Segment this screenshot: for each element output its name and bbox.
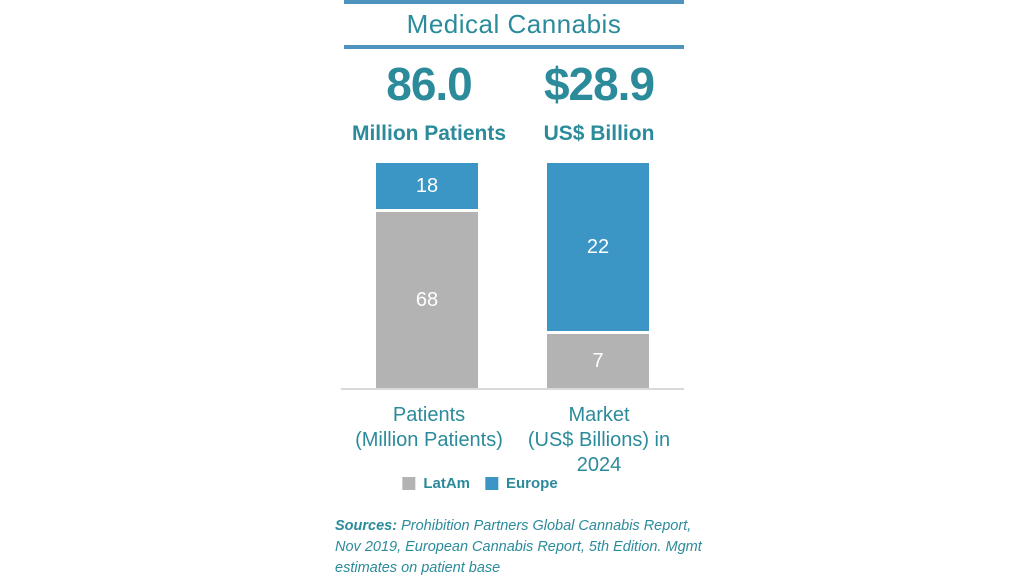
legend-label-europe: Europe <box>505 475 558 492</box>
stacked-bar: 22 7 <box>547 163 649 388</box>
latam-segment: 7 <box>547 334 649 388</box>
headline-stats: 86.0 Million Patients $28.9 US$ Billion <box>344 58 684 146</box>
latam-segment-value: 7 <box>592 349 604 372</box>
market-stat-value: $28.9 <box>543 58 655 110</box>
europe-segment: 18 <box>376 163 478 209</box>
legend-label-latam: LatAm <box>423 475 470 492</box>
sources-note: Sources: Prohibition Partners Global Can… <box>335 516 725 579</box>
category-label-patients: Patients (Million Patients) <box>355 404 503 451</box>
latam-segment: 68 <box>376 212 478 388</box>
x-axis-baseline <box>341 388 684 390</box>
sources-line-2: Nov 2019, European Cannabis Report, 5th … <box>335 539 702 555</box>
patients-stat-unit: Million Patients <box>351 122 506 145</box>
europe-segment: 22 <box>547 163 649 331</box>
top-rule <box>344 0 684 4</box>
legend-item-latam: LatAm <box>402 475 470 492</box>
sources-line-3: estimates on patient base <box>335 560 501 576</box>
title-underline-rule <box>344 45 684 49</box>
sources-label: Sources: <box>335 518 398 534</box>
patients-stat-value: 86.0 <box>386 58 473 110</box>
sources-line-1: Sources: Prohibition Partners Global Can… <box>335 516 725 537</box>
patients-stat: 86.0 Million Patients <box>344 58 514 146</box>
legend-item-europe: Europe <box>484 475 558 492</box>
market-stat-unit: US$ Billion <box>543 122 655 145</box>
europe-segment-value: 22 <box>586 235 610 258</box>
latam-segment-value: 68 <box>415 288 439 311</box>
europe-swatch-icon <box>484 477 498 490</box>
category-label-market: Market (US$ Billions) in 2024 <box>527 404 671 476</box>
europe-segment-value: 18 <box>415 174 439 197</box>
stacked-bar: 18 68 <box>376 163 478 388</box>
sources-line-1-text: Prohibition Partners Global Cannabis Rep… <box>397 518 692 534</box>
category-labels: Patients (Million Patients) Market (US$ … <box>344 403 684 478</box>
chart-title: Medical Cannabis <box>406 9 622 39</box>
market-stat: $28.9 US$ Billion <box>514 58 684 146</box>
latam-swatch-icon <box>402 477 416 490</box>
legend: LatAm Europe <box>402 475 558 492</box>
